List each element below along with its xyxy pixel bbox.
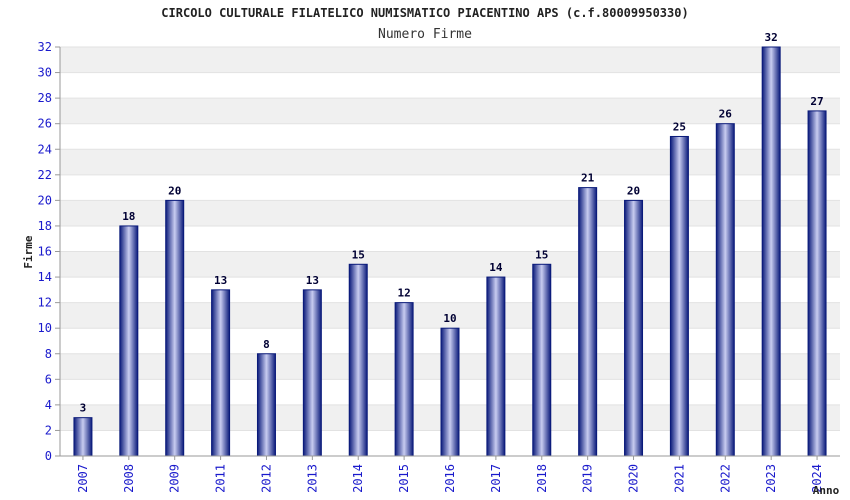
value-label-2007: 3 (80, 402, 87, 415)
bar-2014 (348, 263, 368, 457)
value-label-2020: 20 (627, 184, 640, 197)
bar-2018 (532, 263, 552, 457)
bar-2020 (624, 199, 644, 457)
bar-2013 (302, 289, 322, 457)
y-axis-label: Firme (22, 235, 35, 268)
value-label-2024: 27 (810, 95, 823, 108)
y-tick-label: 32 (38, 40, 52, 54)
x-tick-label-2023: 2023 (764, 464, 778, 493)
x-tick-label-2008: 2008 (122, 464, 136, 493)
y-tick-label: 12 (38, 296, 52, 310)
bar-2009 (165, 199, 185, 457)
x-tick-label-2014: 2014 (351, 464, 365, 493)
x-axis-ticks: 2007 2008 2009 2011 2012 2013 2014 2015 2016 2017… (76, 456, 824, 493)
bar-2011 (211, 289, 231, 457)
value-label-2013: 13 (306, 274, 319, 287)
y-tick-label: 22 (38, 168, 52, 182)
grid-band (60, 302, 840, 329)
y-tick-label: 28 (38, 91, 52, 105)
y-tick-label: 14 (38, 270, 52, 284)
y-tick-label: 24 (38, 142, 52, 156)
x-tick-label-2024: 2024 (810, 464, 824, 493)
grid-band (60, 149, 840, 175)
value-label-2023: 32 (765, 31, 778, 44)
bar-2008 (119, 225, 139, 457)
value-label-2008: 18 (122, 210, 135, 223)
x-tick-label-2012: 2012 (259, 464, 273, 493)
x-tick-label-2018: 2018 (535, 464, 549, 493)
grid-band (60, 251, 840, 278)
chart-title: CIRCOLO CULTURALE FILATELICO NUMISMATICO… (161, 6, 688, 20)
value-label-2016: 10 (443, 312, 456, 325)
bar-2019 (578, 187, 598, 457)
value-label-2019: 21 (581, 172, 595, 185)
y-tick-label: 4 (45, 398, 52, 412)
y-tick-label: 8 (45, 347, 52, 361)
y-tick-label: 18 (38, 219, 52, 233)
y-tick-label: 16 (38, 245, 52, 259)
x-tick-label-2013: 2013 (305, 464, 319, 493)
bar-2012 (256, 353, 276, 457)
grid-band (60, 98, 840, 124)
value-label-2012: 8 (263, 338, 270, 351)
x-tick-label-2011: 2011 (214, 464, 228, 493)
y-tick-label: 6 (45, 372, 52, 386)
x-tick-label-2016: 2016 (443, 464, 457, 493)
x-tick-label-2007: 2007 (76, 464, 90, 493)
bar-2021 (669, 135, 689, 457)
value-label-2011: 13 (214, 274, 227, 287)
value-label-2022: 26 (719, 108, 733, 121)
x-tick-label-2009: 2009 (168, 464, 182, 493)
x-tick-label-2019: 2019 (581, 464, 595, 493)
grid (60, 46, 840, 457)
y-tick-label: 0 (45, 449, 52, 463)
x-tick-label-2022: 2022 (718, 464, 732, 493)
x-tick-label-2017: 2017 (489, 464, 503, 493)
bar-2023 (761, 46, 781, 457)
bar-2024 (807, 110, 827, 457)
y-tick-label: 2 (45, 423, 52, 437)
y-tick-label: 30 (38, 66, 52, 80)
value-label-2018: 15 (535, 248, 548, 261)
x-axis-label: Anno (813, 484, 840, 497)
grid-band (60, 47, 840, 73)
value-label-2017: 14 (489, 261, 503, 274)
bar-2015 (394, 302, 414, 457)
y-tick-label: 26 (38, 117, 52, 131)
chart-subtitle: Numero Firme (378, 27, 472, 42)
y-tick-label: 20 (38, 193, 52, 207)
bar-2017 (486, 276, 506, 457)
value-label-2009: 20 (168, 184, 181, 197)
value-label-2021: 25 (673, 120, 686, 133)
bar-2016 (440, 327, 460, 457)
x-tick-label-2020: 2020 (627, 464, 641, 493)
x-tick-label-2021: 2021 (672, 464, 686, 493)
grid-band (60, 200, 840, 226)
x-tick-label-2015: 2015 (397, 464, 411, 493)
bars (73, 46, 827, 457)
value-labels: 3 18 20 13 8 13 15 12 10 14 15 21 20 25 26 32 27 (80, 31, 824, 415)
value-label-2015: 12 (397, 287, 410, 300)
bar-2022 (715, 123, 735, 457)
bar-2007 (73, 417, 93, 457)
y-tick-label: 10 (38, 321, 52, 335)
value-label-2014: 15 (352, 248, 365, 261)
